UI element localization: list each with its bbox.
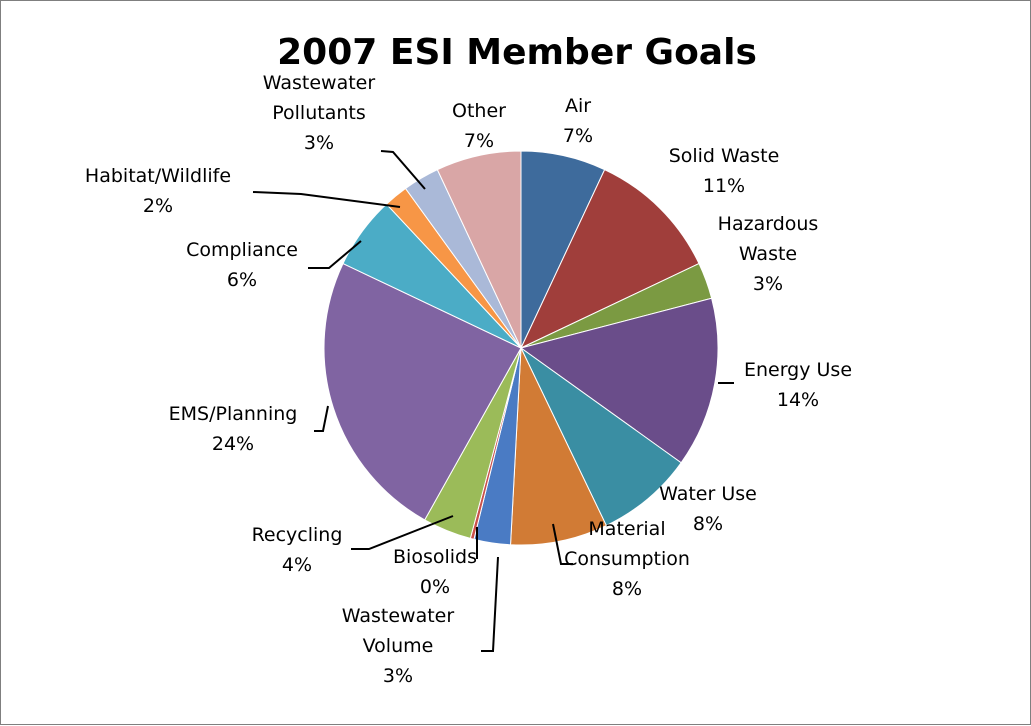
slice-name: Wastewater <box>263 72 376 94</box>
pie-slice-other <box>436 150 522 349</box>
leader-line-recycling <box>351 515 454 550</box>
slice-label-compliance: Compliance 6% <box>186 239 298 291</box>
slice-name: Compliance <box>186 239 298 261</box>
slice-percent: 7% <box>563 125 593 147</box>
slice-percent: 2% <box>143 195 173 217</box>
leader-lines <box>252 150 734 652</box>
slice-label-hazardous-waste: Hazardous Waste 3% <box>718 213 819 295</box>
slice-label-biosolids: Biosolids 0% <box>393 546 477 598</box>
pie-slice-ems-planning <box>323 262 522 521</box>
slice-name: Consumption <box>564 548 690 570</box>
slice-labels: Air 7% Solid Waste 11% Hazardous Waste 3% Energ… <box>85 72 852 687</box>
chart-title: 2007 ESI Member Goals <box>277 32 757 73</box>
slice-name: Other <box>452 100 506 122</box>
slice-label-recycling: Recycling 4% <box>252 524 343 576</box>
leader-line-material-consumption <box>552 523 573 565</box>
slice-name: Material <box>588 518 665 540</box>
slice-percent: 11% <box>703 175 745 197</box>
slice-label-water-use: Water Use 8% <box>659 483 757 535</box>
slice-percent: 0% <box>420 576 450 598</box>
slice-label-air: Air 7% <box>563 95 593 147</box>
leader-line-ems-planning <box>314 405 329 432</box>
slice-label-other: Other 7% <box>452 100 506 152</box>
slice-percent: 7% <box>464 130 494 152</box>
slice-name: EMS/Planning <box>169 403 298 425</box>
slice-name: Water Use <box>659 483 757 505</box>
slice-percent: 24% <box>212 433 254 455</box>
leader-line-compliance <box>308 240 362 269</box>
slice-percent: 8% <box>612 578 642 600</box>
leader-line-wastewater-pollutants <box>380 150 426 190</box>
slice-name: Habitat/Wildlife <box>85 165 231 187</box>
leader-line-habitat-wildlife <box>252 191 401 208</box>
slice-name: Biosolids <box>393 546 477 568</box>
slice-label-material-consumption: Material Consumption 8% <box>564 518 690 600</box>
pie-slice-solid-waste <box>519 168 700 350</box>
slice-label-wastewater-pollutants: Wastewater Pollutants 3% <box>263 72 376 154</box>
slice-name: Energy Use <box>744 359 852 381</box>
slice-name: Waste <box>739 243 797 265</box>
leader-line-wastewater-volume <box>481 556 499 652</box>
slice-name: Volume <box>363 635 434 657</box>
slice-name: Air <box>565 95 591 117</box>
slice-label-solid-waste: Solid Waste 11% <box>669 145 780 197</box>
slice-percent: 3% <box>753 273 783 295</box>
slice-name: Solid Waste <box>669 145 780 167</box>
slice-percent: 8% <box>693 513 723 535</box>
slice-name: Recycling <box>252 524 343 546</box>
slice-label-habitat-wildlife: Habitat/Wildlife 2% <box>85 165 231 217</box>
slice-percent: 3% <box>304 132 334 154</box>
pie-slice-water-use <box>520 347 682 527</box>
slice-percent: 3% <box>383 665 413 687</box>
slice-name: Hazardous <box>718 213 819 235</box>
pie-slices <box>323 150 719 546</box>
slice-label-ems-planning: EMS/Planning 24% <box>169 403 298 455</box>
slice-name: Wastewater <box>342 605 455 627</box>
slice-label-energy-use: Energy Use 14% <box>744 359 852 411</box>
slice-percent: 4% <box>282 554 312 576</box>
pie-slice-energy-use <box>519 297 719 464</box>
pie-slice-material-consumption <box>509 347 607 546</box>
slice-percent: 6% <box>227 269 257 291</box>
slice-percent: 14% <box>777 389 819 411</box>
slice-label-wastewater-volume: Wastewater Volume 3% <box>342 605 455 687</box>
slice-name: Pollutants <box>272 102 366 124</box>
